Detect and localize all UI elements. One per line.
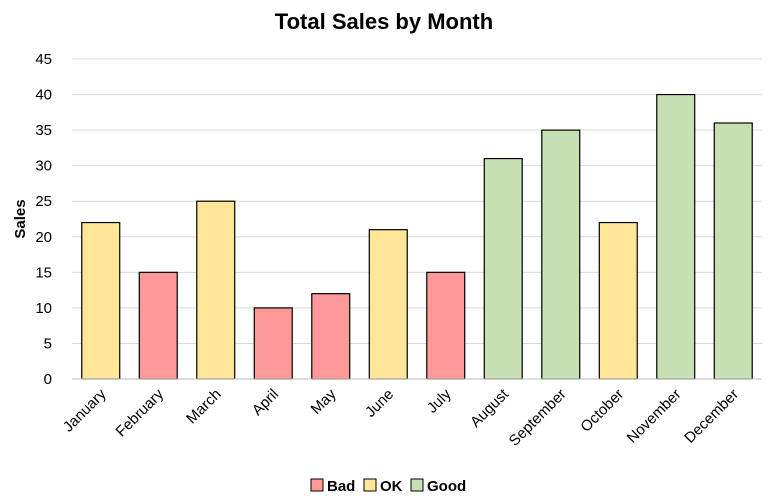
gridlines (72, 58, 762, 344)
x-tick-label: July (424, 385, 455, 416)
x-tick-label: August (467, 385, 513, 431)
y-tick-label: 45 (35, 51, 52, 68)
bar-december (713, 122, 753, 380)
y-tick-label: 15 (35, 264, 52, 281)
legend: Bad OK Good (310, 478, 466, 495)
legend-label-good: Good (427, 478, 466, 495)
y-axis-ticks: 0 5 10 15 20 25 30 35 40 45 (35, 51, 52, 388)
x-tick-label: February (113, 385, 168, 440)
bars (81, 93, 753, 380)
y-tick-label: 20 (35, 229, 52, 246)
y-tick-label: 10 (35, 300, 52, 317)
legend-swatch-ok (363, 478, 377, 492)
legend-label-bad: Bad (327, 478, 355, 495)
x-tick-label: May (308, 385, 340, 417)
x-tick-label: October (577, 386, 627, 436)
bar-august (483, 157, 523, 380)
bar-june (368, 229, 408, 380)
x-tick-label: March (183, 386, 224, 427)
x-tick-label: January (60, 385, 110, 435)
legend-swatch-bad (310, 478, 324, 492)
bar-september (541, 129, 581, 380)
legend-label-ok: OK (380, 478, 403, 495)
y-tick-label: 40 (35, 87, 52, 104)
x-tick-label: November (624, 386, 685, 447)
y-tick-label: 5 (44, 335, 52, 352)
x-tick-label: June (362, 386, 397, 421)
y-tick-label: 0 (44, 371, 52, 388)
y-tick-label: 35 (35, 122, 52, 139)
y-axis-label: Sales (12, 199, 29, 238)
y-tick-label: 25 (35, 193, 52, 210)
chart-title: Total Sales by Month (275, 9, 493, 34)
bar-april (253, 307, 293, 380)
x-tick-label: April (249, 386, 282, 419)
bar-november (656, 93, 696, 380)
bar-october (598, 221, 638, 380)
bar-may (311, 293, 351, 380)
x-tick-label: December (681, 386, 742, 447)
bar-february (138, 271, 178, 380)
x-tick-label: September (506, 386, 570, 450)
bar-july (426, 271, 466, 380)
y-tick-label: 30 (35, 158, 52, 175)
legend-swatch-good (410, 478, 424, 492)
bar-march (196, 200, 236, 380)
x-axis-ticks: January February March April May June July Augu… (60, 385, 742, 449)
bar-january (81, 221, 121, 380)
